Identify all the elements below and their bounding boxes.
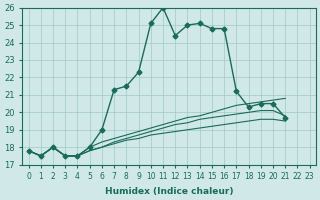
X-axis label: Humidex (Indice chaleur): Humidex (Indice chaleur) <box>105 187 233 196</box>
